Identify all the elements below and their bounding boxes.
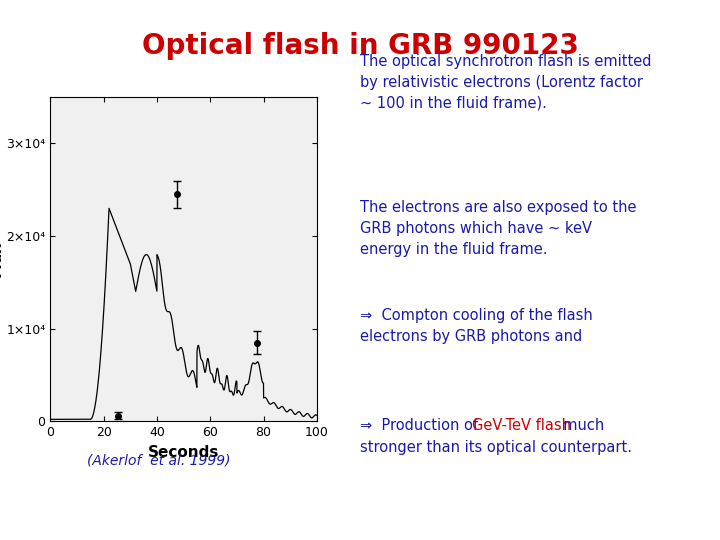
Text: (Akerlof  et al. 1999): (Akerlof et al. 1999)	[86, 454, 230, 468]
Y-axis label: Flux: Flux	[0, 241, 4, 278]
Text: The optical synchrotron flash is emitted
by relativistic electrons (Lorentz fact: The optical synchrotron flash is emitted…	[360, 54, 652, 111]
Text: Optical flash in GRB 990123: Optical flash in GRB 990123	[142, 32, 578, 60]
Text: ⇒  Production of: ⇒ Production of	[360, 418, 482, 434]
X-axis label: Seconds: Seconds	[148, 444, 220, 460]
Text: much: much	[554, 418, 605, 434]
Text: stronger than its optical counterpart.: stronger than its optical counterpart.	[360, 440, 632, 455]
Text: GeV-TeV flash: GeV-TeV flash	[472, 418, 571, 434]
Text: ⇒  Compton cooling of the flash
electrons by GRB photons and: ⇒ Compton cooling of the flash electrons…	[360, 308, 593, 344]
Text: The electrons are also exposed to the
GRB photons which have ~ keV
energy in the: The electrons are also exposed to the GR…	[360, 200, 636, 257]
